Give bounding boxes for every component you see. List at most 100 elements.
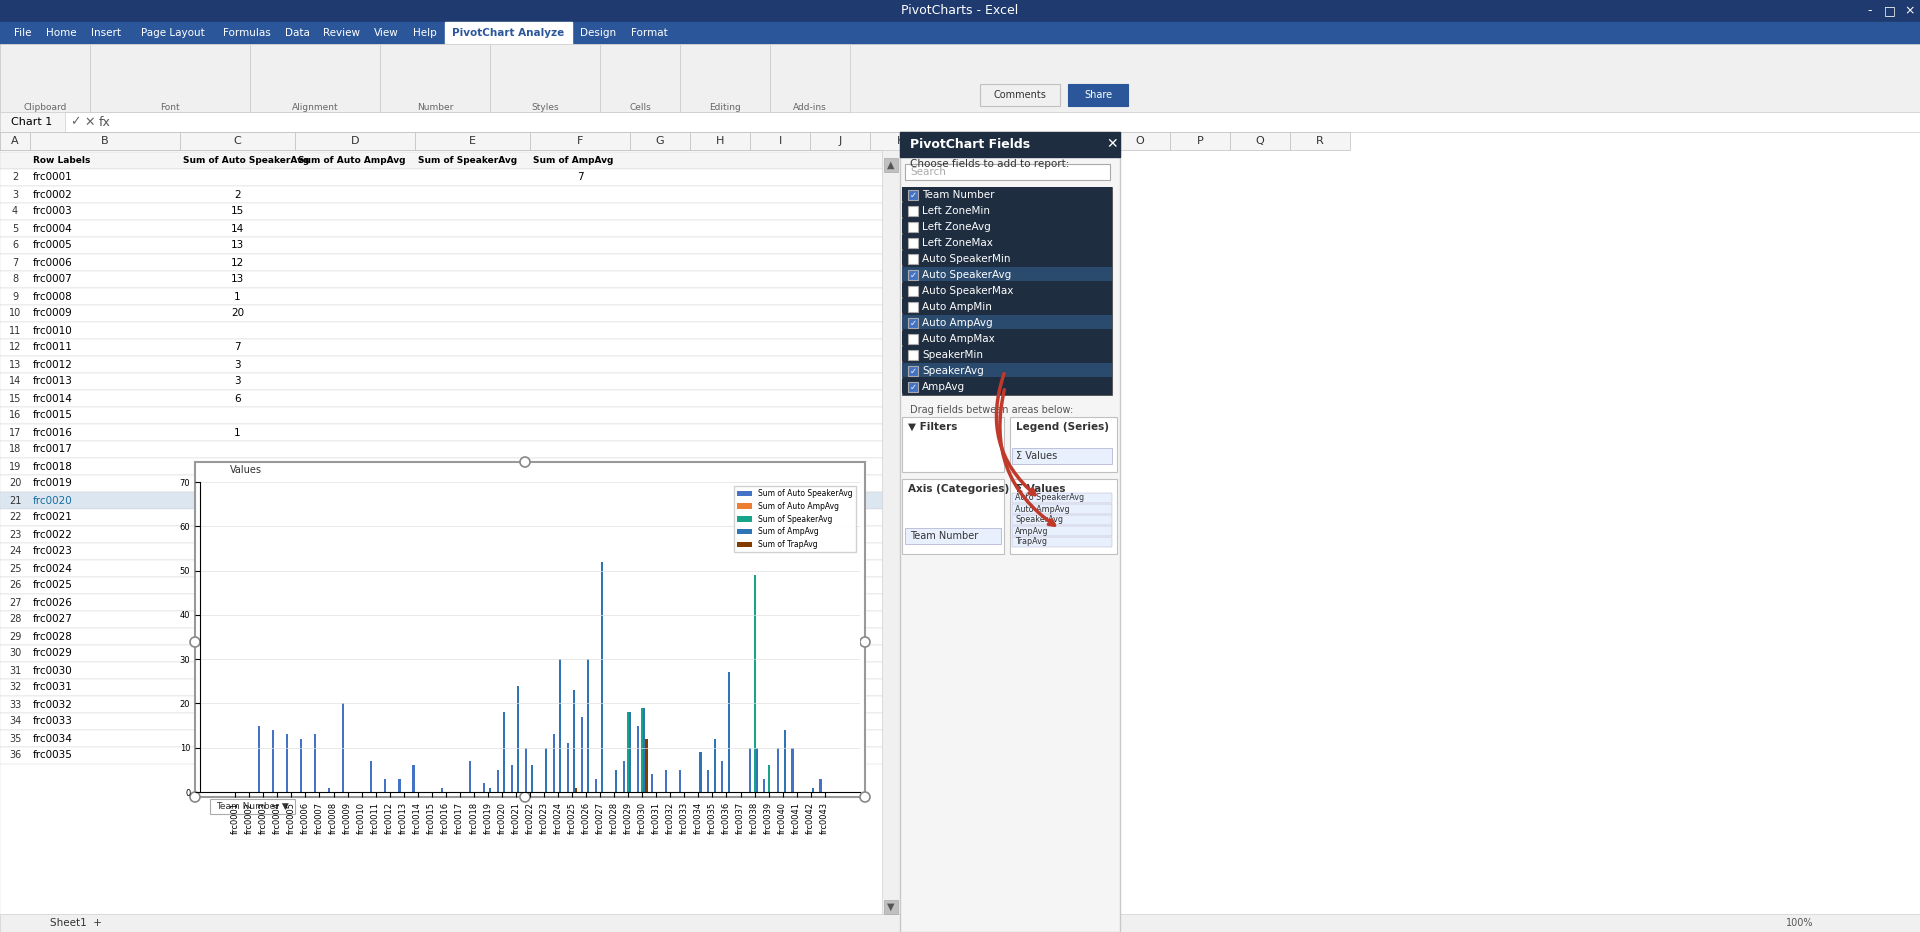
Text: 20: 20 (230, 308, 244, 319)
Text: Page Layout: Page Layout (140, 28, 205, 38)
Bar (399, 779, 401, 792)
Text: ✓: ✓ (910, 319, 916, 327)
Bar (296, 132, 415, 150)
Text: 14: 14 (574, 597, 588, 608)
Bar (764, 779, 766, 792)
Text: 27: 27 (467, 733, 480, 744)
Bar (902, 417, 1004, 472)
Text: frc0031: frc0031 (33, 682, 73, 692)
Text: 25: 25 (10, 564, 21, 573)
Text: frc0017: frc0017 (33, 445, 73, 455)
Bar (0, 254, 900, 271)
Text: 27: 27 (10, 597, 21, 608)
Text: Auto SpeakerAvg: Auto SpeakerAvg (1016, 494, 1085, 502)
Text: 6: 6 (234, 393, 240, 404)
Text: 32: 32 (10, 682, 21, 692)
Bar (1012, 526, 1112, 536)
Text: 10: 10 (574, 564, 588, 573)
Text: Number: Number (417, 103, 453, 112)
Bar (707, 770, 708, 792)
Text: 2: 2 (234, 478, 240, 488)
Bar (0, 645, 900, 662)
Text: AmpAvg: AmpAvg (1016, 527, 1048, 536)
Circle shape (190, 637, 200, 647)
Bar (497, 770, 499, 792)
Text: O: O (1135, 136, 1144, 146)
Text: 17: 17 (10, 428, 21, 437)
Text: SpeakerAvg: SpeakerAvg (922, 366, 983, 376)
Text: 36: 36 (10, 750, 21, 761)
Bar (908, 254, 918, 264)
Bar (286, 734, 288, 792)
Bar (0, 288, 900, 305)
Bar (902, 267, 1112, 281)
Bar (0, 152, 900, 169)
Bar (908, 286, 918, 296)
Bar (180, 132, 296, 150)
Text: I: I (778, 136, 781, 146)
Bar (0, 611, 900, 628)
Text: 16: 16 (10, 410, 21, 420)
Text: frc0020: frc0020 (33, 496, 73, 505)
Bar (902, 187, 1112, 201)
Text: 3: 3 (234, 360, 240, 369)
Text: 5: 5 (468, 632, 476, 641)
Bar (902, 331, 1112, 345)
Text: 11: 11 (230, 581, 244, 591)
Text: 30: 30 (467, 564, 480, 573)
Text: ✓: ✓ (910, 270, 916, 280)
Bar (722, 761, 724, 792)
Text: frc0013: frc0013 (33, 377, 73, 387)
Text: SpeakerAvg: SpeakerAvg (1016, 515, 1064, 525)
Text: Auto SpeakerMax: Auto SpeakerMax (922, 286, 1014, 296)
Legend: Sum of Auto SpeakerAvg, Sum of Auto AmpAvg, Sum of SpeakerAvg, Sum of AmpAvg, Su: Sum of Auto SpeakerAvg, Sum of Auto AmpA… (733, 486, 856, 552)
Text: frc0005: frc0005 (33, 240, 73, 251)
Text: frc0028: frc0028 (33, 632, 73, 641)
Text: AmpAvg: AmpAvg (922, 382, 966, 392)
Bar (902, 251, 1112, 265)
Text: Data: Data (284, 28, 309, 38)
Bar (0, 492, 900, 509)
Text: Left ZoneMax: Left ZoneMax (922, 238, 993, 248)
Text: 22: 22 (10, 513, 21, 523)
Bar (0, 373, 900, 390)
Text: 10: 10 (230, 529, 244, 540)
Text: ×: × (1905, 5, 1916, 18)
Text: 4: 4 (234, 682, 240, 692)
Text: ✓: ✓ (69, 116, 81, 129)
Text: Sum of AmpAvg: Sum of AmpAvg (534, 156, 612, 165)
Text: frc0015: frc0015 (33, 410, 73, 420)
Bar (908, 334, 918, 344)
Text: 3: 3 (234, 614, 240, 624)
Bar (0, 747, 900, 764)
Bar (1012, 504, 1112, 514)
Text: frc0035: frc0035 (33, 750, 73, 761)
Text: frc0021: frc0021 (33, 513, 73, 523)
Text: 7: 7 (234, 649, 240, 659)
Bar (328, 788, 330, 792)
Text: 13: 13 (230, 240, 244, 251)
Text: 24: 24 (467, 513, 480, 523)
Text: 14: 14 (10, 377, 21, 387)
Text: Team Number: Team Number (910, 531, 979, 541)
Text: PivotChart Fields: PivotChart Fields (910, 138, 1031, 151)
Text: 24: 24 (10, 546, 21, 556)
Text: 6: 6 (468, 496, 476, 505)
Bar (0, 577, 900, 594)
Text: TrapAvg: TrapAvg (1016, 538, 1046, 546)
Text: 21: 21 (467, 750, 480, 761)
Text: Review: Review (323, 28, 361, 38)
Text: Sum of Auto SpeakerAvg: Sum of Auto SpeakerAvg (182, 156, 309, 165)
Bar (664, 770, 666, 792)
Bar (511, 765, 513, 792)
Bar (714, 739, 716, 792)
Text: frc0004: frc0004 (33, 224, 73, 234)
Bar (908, 222, 918, 232)
Text: A: A (12, 136, 19, 146)
Text: 100%: 100% (1786, 918, 1814, 928)
Text: Values: Values (230, 465, 261, 475)
Bar (0, 526, 900, 543)
Bar (582, 717, 584, 792)
Bar (1068, 84, 1129, 106)
Text: PivotCharts - Excel: PivotCharts - Excel (900, 5, 1020, 18)
